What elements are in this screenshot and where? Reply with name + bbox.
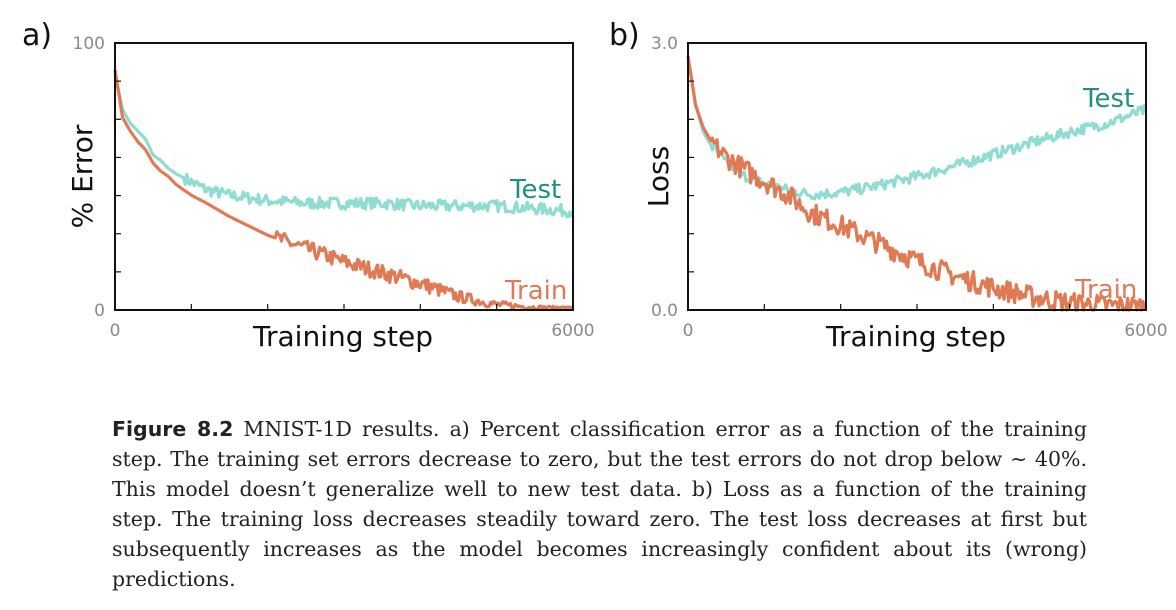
series-line-train <box>113 69 574 311</box>
y-tick-label-min: 0 <box>94 301 105 321</box>
x-tick-label-max: 6000 <box>551 321 594 341</box>
panel-letter: b) <box>609 18 640 53</box>
series-label-test: Test <box>509 175 561 205</box>
caption-text: MNIST-1D results. a) Percent classificat… <box>112 417 1087 591</box>
x-tick-label-max: 6000 <box>1124 321 1167 341</box>
x-tick-label-min: 0 <box>683 321 694 341</box>
series-label-test: Test <box>1082 84 1134 114</box>
chart-panel-a: Test Train 100 00 6000 Training step % Error a) <box>22 18 595 353</box>
figure-caption: Figure 8.2 MNIST-1D results. a) Percent … <box>112 414 1087 594</box>
caption-label: Figure 8.2 <box>112 417 234 441</box>
series-label-train: Train <box>504 276 567 306</box>
x-axis-title: Training step <box>825 320 1006 353</box>
y-tick-label-max: 100 <box>73 34 105 54</box>
figure: Test Train 100 0 0 6000 Training step% Error a)… <box>22 18 1168 353</box>
series-label-train: Train <box>1074 275 1137 305</box>
x-axis-title: Training step <box>252 320 433 353</box>
y-axis-title: Loss <box>642 146 675 207</box>
panel-letter: a) <box>22 18 52 53</box>
series-line-train <box>686 56 1148 312</box>
series-line-test <box>113 74 575 219</box>
y-tick-label-min: 0.0 <box>651 301 678 321</box>
x-tick-label-min: 0 <box>110 321 121 341</box>
chart-panel-b: Test Train 3.0 0.00 6000 Training step Loss b) <box>609 18 1168 353</box>
y-tick-label-max: 3.0 <box>651 34 678 54</box>
y-axis-title: % Error <box>66 124 99 228</box>
